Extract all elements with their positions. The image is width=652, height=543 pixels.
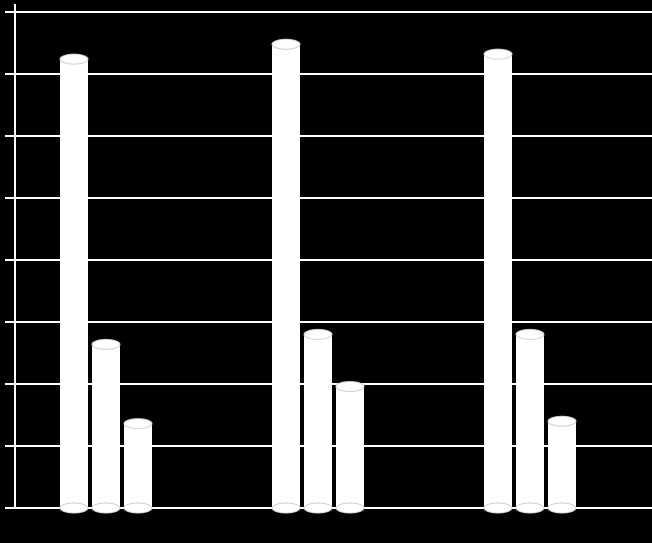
bar (60, 54, 88, 513)
bar (484, 49, 512, 513)
bar (272, 39, 300, 513)
cylinder-bar-chart (0, 0, 652, 543)
bar (124, 419, 152, 513)
bar (336, 381, 364, 513)
bar (92, 339, 120, 513)
bar (548, 416, 576, 513)
bar (516, 329, 544, 513)
bar (304, 329, 332, 513)
